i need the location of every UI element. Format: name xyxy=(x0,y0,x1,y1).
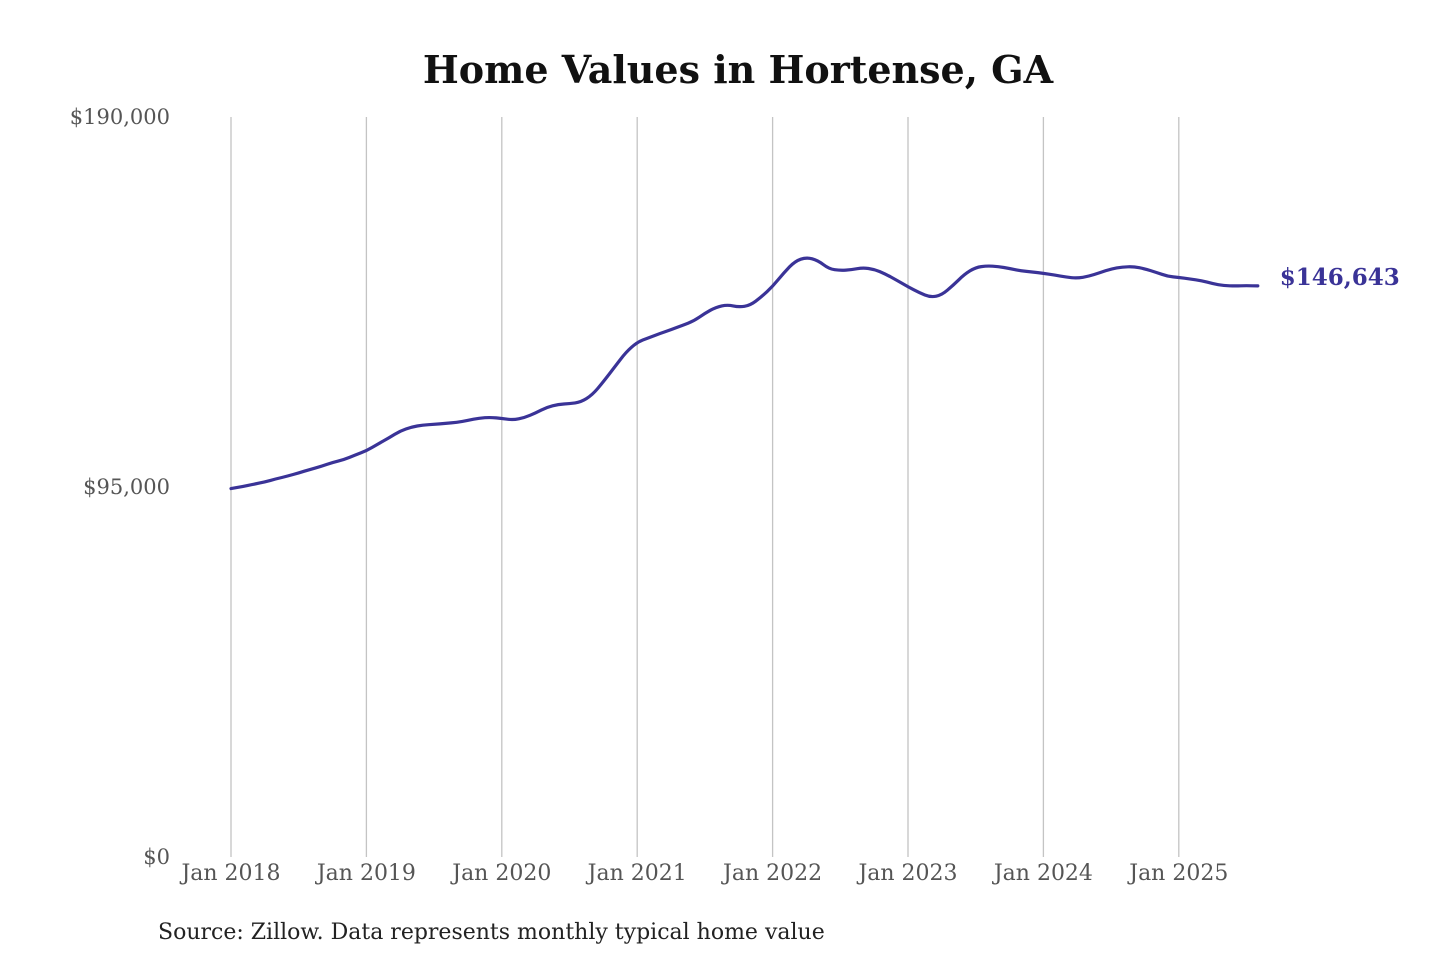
chart-title: Home Values in Hortense, GA xyxy=(423,47,1054,92)
x-tick-label: Jan 2022 xyxy=(721,861,822,886)
end-value-label: $146,643 xyxy=(1280,264,1400,291)
x-tick-label: Jan 2021 xyxy=(586,861,687,886)
x-tick-label: Jan 2024 xyxy=(992,861,1093,886)
y-tick-label: $95,000 xyxy=(83,475,170,499)
source-note: Source: Zillow. Data represents monthly … xyxy=(158,920,825,945)
gridlines xyxy=(230,117,1180,857)
series-line xyxy=(229,256,1260,491)
y-tick-label: $190,000 xyxy=(70,105,170,129)
x-tick-label: Jan 2023 xyxy=(856,861,957,886)
x-tick-label: Jan 2025 xyxy=(1127,861,1228,886)
x-tick-label: Jan 2019 xyxy=(315,861,416,886)
y-axis-ticks: $0 $95,000 $190,000 xyxy=(70,105,170,869)
x-tick-label: Jan 2020 xyxy=(450,861,551,886)
y-tick-label: $0 xyxy=(143,845,170,869)
x-axis-ticks: Jan 2018 Jan 2019 Jan 2020 Jan 2021 Jan 2022… xyxy=(179,861,1228,886)
series-layer xyxy=(229,256,1260,491)
x-tick-label: Jan 2018 xyxy=(179,861,280,886)
